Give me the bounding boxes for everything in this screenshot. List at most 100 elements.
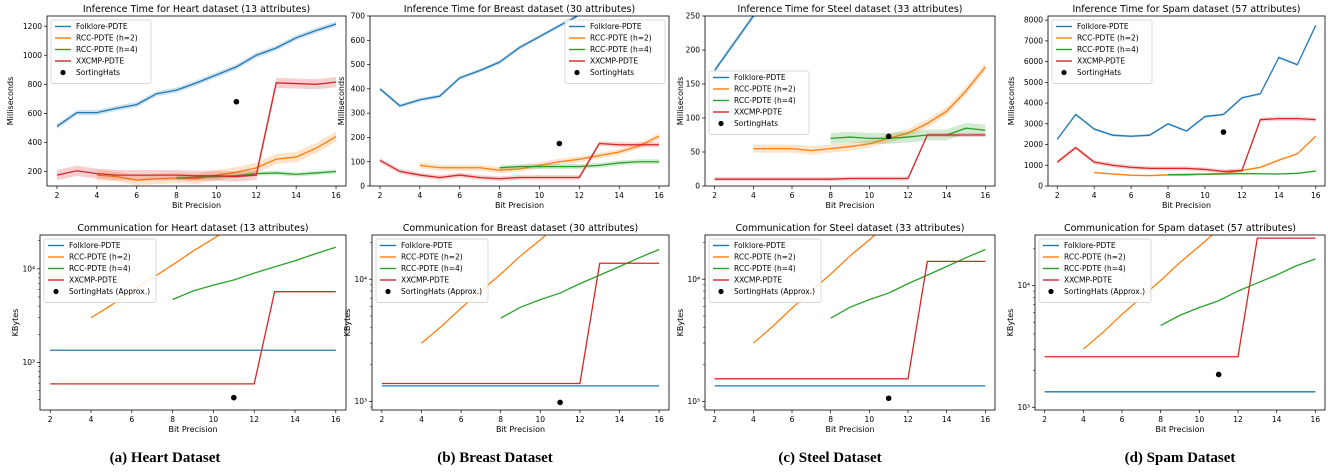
plot-area <box>1044 235 1316 393</box>
plot-frame <box>369 15 670 187</box>
y-axis-label: KBytes <box>1006 309 1015 337</box>
legend-label-sortinghats-approx: SortingHats (Approx.) <box>69 287 150 296</box>
plot-frame <box>1034 234 1326 411</box>
x-tick-label: 8 <box>174 191 179 200</box>
legend: Folklore-PDTE RCC-PDTE (h=2) RCC-PDTE (h=4… <box>50 19 152 84</box>
plot-area <box>1056 24 1317 177</box>
y-tick-label: 200 <box>686 46 701 55</box>
y-tick-label: 7000 <box>1024 36 1043 45</box>
band-folklore-pdte <box>56 21 337 130</box>
plot-frame <box>46 15 347 187</box>
y-tick-label: 200 <box>351 133 366 142</box>
legend-label-folklore-pdte: Folklore-PDTE <box>734 73 786 82</box>
line-xxcmp-pdte <box>50 291 336 385</box>
line-rcc-pdte-h-2 <box>419 135 660 171</box>
line-rcc-pdte-h-2 <box>96 136 337 181</box>
x-tick-label: 2 <box>1055 191 1060 200</box>
x-tick-label: 10 <box>1200 191 1210 200</box>
x-tick-label: 2 <box>712 191 717 200</box>
point-sortinghats-approx <box>885 395 892 402</box>
legend: Folklore-PDTE RCC-PDTE (h=2) RCC-PDTE (h=4… <box>375 238 489 303</box>
line-rcc-pdte-h-2 <box>1082 235 1214 350</box>
y-tick-label: 8000 <box>1024 16 1043 25</box>
y-axis-label: Milliseconds <box>337 77 346 126</box>
chart-5: Communication for Heart dataset (13 attr… <box>11 223 347 434</box>
y-tick-label: 800 <box>28 80 43 89</box>
x-tick-label: 12 <box>575 415 585 424</box>
x-tick-label: 6 <box>1120 415 1125 424</box>
legend-marker-sortinghats <box>574 69 580 76</box>
legend-label-rcc-pdte-h-2: RCC-PDTE (h=2) <box>734 253 796 262</box>
legend-marker-sortinghats <box>1061 69 1067 76</box>
legend-label-sortinghats: SortingHats <box>1077 68 1121 77</box>
caption-spam: (d) Spam Dataset <box>1124 450 1236 466</box>
y-axis-label: Milliseconds <box>676 77 685 126</box>
x-tick-label: 14 <box>615 415 625 424</box>
y-tick-label: 10³ <box>22 358 35 367</box>
chart-2: Inference Time for Breast dataset (30 at… <box>337 4 670 210</box>
legend-label-folklore-pdte: Folklore-PDTE <box>401 241 453 250</box>
legend-marker-sortinghats-approx <box>718 288 724 295</box>
y-tick-label: 600 <box>28 109 43 118</box>
x-tick-label: 14 <box>1274 191 1284 200</box>
legend-label-rcc-pdte-h-2: RCC-PDTE (h=2) <box>590 34 652 43</box>
x-tick-label: 4 <box>419 415 424 424</box>
x-tick-label: 4 <box>94 191 99 200</box>
x-tick-label: 10 <box>536 415 546 424</box>
y-tick-label: 700 <box>351 12 366 21</box>
point-sortinghats-approx <box>1215 371 1222 378</box>
y-tick-label: 10³ <box>1017 403 1030 412</box>
x-tick-label: 12 <box>1233 415 1243 424</box>
plot-frame <box>39 234 347 411</box>
x-tick-label: 14 <box>942 191 952 200</box>
point-sortinghats <box>885 133 892 140</box>
y-axis-label: KBytes <box>11 309 20 337</box>
legend-label-folklore-pdte: Folklore-PDTE <box>590 22 642 31</box>
legend-label-folklore-pdte: Folklore-PDTE <box>734 241 786 250</box>
band-folklore-pdte <box>379 16 578 108</box>
line-rcc-pdte-h-4 <box>499 161 660 169</box>
y-tick-label: 4000 <box>1024 99 1043 108</box>
y-tick-label: 100 <box>686 114 701 123</box>
chart-title: Inference Time for Steel dataset (33 att… <box>738 4 963 15</box>
x-tick-label: 2 <box>1042 415 1047 424</box>
x-tick-label: 4 <box>751 415 756 424</box>
point-sortinghats <box>556 140 563 147</box>
x-tick-label: 6 <box>457 191 462 200</box>
line-xxcmp-pdte <box>381 262 660 385</box>
legend-label-sortinghats: SortingHats <box>590 68 634 77</box>
y-tick-label: 600 <box>351 36 366 45</box>
x-tick-label: 6 <box>790 415 795 424</box>
chart-title: Inference Time for Breast dataset (30 at… <box>404 4 635 15</box>
legend: Folklore-PDTE RCC-PDTE (h=2) RCC-PDTE (h=4… <box>708 238 822 303</box>
line-rcc-pdte-h-4 <box>172 246 336 301</box>
legend-label-sortinghats-approx: SortingHats (Approx.) <box>1064 287 1145 296</box>
chart-8: Communication for Spam dataset (57 attri… <box>1006 223 1326 434</box>
line-rcc-pdte-h-2 <box>421 235 547 344</box>
plot-area <box>714 235 986 402</box>
x-tick-label: 12 <box>903 191 913 200</box>
y-tick-label: 5000 <box>1024 78 1043 87</box>
legend-label-xxcmp-pdte: XXCMP-PDTE <box>401 276 449 285</box>
figure: Inference Time for Heart dataset (13 att… <box>6 4 1326 434</box>
x-tick-label: 4 <box>417 191 422 200</box>
x-tick-label: 10 <box>535 191 545 200</box>
x-tick-label: 8 <box>1158 415 1163 424</box>
x-tick-label: 16 <box>1311 415 1321 424</box>
y-tick-label: 0 <box>695 182 700 191</box>
chart-title: Communication for Heart dataset (13 attr… <box>77 223 308 234</box>
legend-label-folklore-pdte: Folklore-PDTE <box>76 22 128 31</box>
x-tick-label: 10 <box>209 415 219 424</box>
band-xxcmp-pdte <box>1057 116 1316 174</box>
chart-title: Inference Time for Heart dataset (13 att… <box>83 4 310 15</box>
x-tick-label: 12 <box>903 415 913 424</box>
caption-steel: (c) Steel Dataset <box>778 450 882 466</box>
legend-label-sortinghats: SortingHats <box>76 68 120 77</box>
caption-breast: (b) Breast Dataset <box>437 450 553 466</box>
x-tick-label: 8 <box>497 191 502 200</box>
x-tick-label: 10 <box>865 191 875 200</box>
point-sortinghats-approx <box>231 394 237 401</box>
line-xxcmp-pdte <box>714 134 986 180</box>
line-xxcmp-pdte <box>1056 117 1316 173</box>
legend-label-rcc-pdte-h-4: RCC-PDTE (h=4) <box>734 264 796 273</box>
